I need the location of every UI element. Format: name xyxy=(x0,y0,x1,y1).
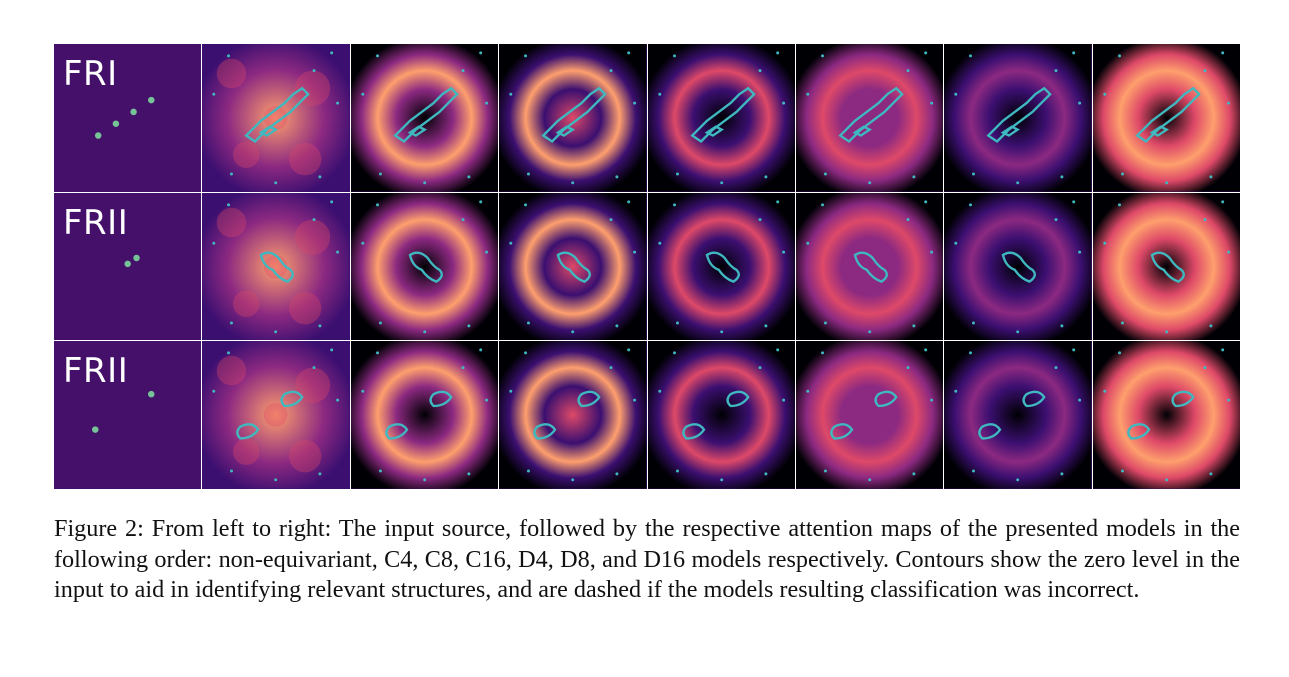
attention-map-panel xyxy=(795,341,944,489)
attention-map-image xyxy=(202,192,350,341)
attention-map-image xyxy=(944,341,1092,489)
row-label: FRI xyxy=(63,54,118,94)
attention-map-panel xyxy=(647,192,795,341)
attention-map-image xyxy=(795,192,944,341)
attention-map-image xyxy=(1092,341,1240,489)
attention-map-figure: FRI FRII FRII xyxy=(54,44,1240,489)
attention-map-image xyxy=(499,192,647,341)
attention-map-panel xyxy=(350,44,499,192)
input-image xyxy=(54,341,202,489)
attention-map-image xyxy=(499,44,647,192)
input-image xyxy=(54,44,202,192)
row-label: FRII xyxy=(63,351,129,392)
attention-map-image xyxy=(944,44,1092,192)
row-label: FRII xyxy=(63,202,129,243)
attention-map-panel xyxy=(1092,341,1240,489)
attention-map-panel xyxy=(647,44,795,192)
attention-map-image xyxy=(795,341,944,489)
attention-map-image xyxy=(647,44,795,192)
attention-map-image xyxy=(499,341,647,489)
attention-map-panel xyxy=(795,192,944,341)
attention-map-panel xyxy=(795,44,944,192)
attention-map-panel xyxy=(499,341,647,489)
attention-map-image xyxy=(647,192,795,341)
figure-caption: Figure 2: From left to right: The input … xyxy=(54,515,1240,603)
attention-map-image xyxy=(350,192,499,341)
attention-map-panel xyxy=(350,192,499,341)
attention-map-panel xyxy=(350,341,499,489)
attention-map-panel xyxy=(202,44,350,192)
attention-map-panel xyxy=(944,341,1092,489)
input-source-panel: FRII xyxy=(54,192,202,341)
input-source-panel: FRI xyxy=(54,44,202,192)
attention-map-image xyxy=(350,44,499,192)
attention-map-panel xyxy=(499,192,647,341)
attention-map-image xyxy=(944,192,1092,341)
attention-map-image xyxy=(202,44,350,192)
attention-map-image xyxy=(647,341,795,489)
attention-map-panel xyxy=(499,44,647,192)
attention-map-panel xyxy=(944,44,1092,192)
attention-map-panel xyxy=(202,192,350,341)
attention-map-image xyxy=(350,341,499,489)
attention-map-image xyxy=(795,44,944,192)
attention-map-image xyxy=(1092,44,1240,192)
attention-map-panel xyxy=(1092,44,1240,192)
attention-map-panel xyxy=(202,341,350,489)
input-image xyxy=(54,192,202,341)
attention-map-image xyxy=(1092,192,1240,341)
attention-map-panel xyxy=(647,341,795,489)
attention-map-image xyxy=(202,341,350,489)
attention-map-panel xyxy=(1092,192,1240,341)
attention-map-panel xyxy=(944,192,1092,341)
input-source-panel: FRII xyxy=(54,341,202,489)
